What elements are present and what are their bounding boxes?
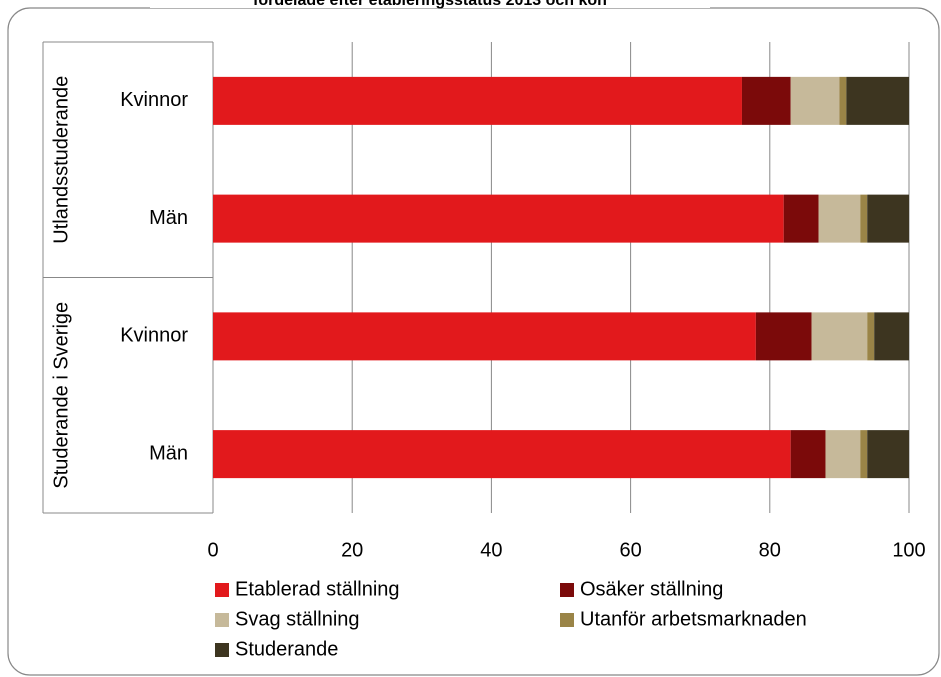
- legend-label: Osäker ställning: [580, 578, 723, 600]
- legend-label: Svag ställning: [235, 608, 360, 630]
- x-tick-label: 60: [619, 539, 641, 561]
- legend-swatch: [215, 583, 229, 597]
- x-tick-label: 100: [892, 539, 925, 561]
- bar-segment: [867, 312, 875, 361]
- legend-label: Utanför arbetsmarknaden: [580, 608, 807, 630]
- bar-segment: [867, 430, 909, 479]
- bar-segment: [790, 76, 840, 125]
- legend-label: Etablerad ställning: [235, 578, 400, 600]
- legend-label: Studerande: [235, 638, 338, 660]
- bar-segment: [213, 194, 784, 243]
- chart-title: fördelade efter etableringsstatus 2013 o…: [253, 0, 607, 9]
- bar-segment: [860, 430, 868, 479]
- y-tick-label: Kvinnor: [120, 89, 188, 111]
- bar-segment: [783, 194, 819, 243]
- bar-segment: [213, 312, 756, 361]
- x-tick-label: 0: [207, 539, 218, 561]
- bar-segment: [213, 76, 742, 125]
- bar-segment: [818, 194, 861, 243]
- bar-segment: [755, 312, 812, 361]
- legend-swatch: [215, 613, 229, 627]
- y-tick-label: Män: [149, 207, 188, 229]
- legend-swatch: [560, 613, 574, 627]
- bar-segment: [867, 194, 909, 243]
- legend-swatch: [560, 583, 574, 597]
- bar-segment: [213, 430, 791, 479]
- x-tick-label: 80: [759, 539, 781, 561]
- x-tick-label: 20: [341, 539, 363, 561]
- group-label: Studerande i Sverige: [50, 302, 72, 489]
- bar-segment: [811, 312, 868, 361]
- y-tick-label: Män: [149, 442, 188, 464]
- bar-segment: [790, 430, 826, 479]
- bar-segment: [741, 76, 791, 125]
- y-tick-label: Kvinnor: [120, 325, 188, 347]
- legend-swatch: [215, 643, 229, 657]
- bar-segment: [874, 312, 909, 361]
- bar-segment: [839, 76, 847, 125]
- x-tick-label: 40: [480, 539, 502, 561]
- bar-segment: [825, 430, 861, 479]
- title-backdrop: [150, 0, 710, 8]
- bar-segment: [860, 194, 868, 243]
- group-label: Utlandsstuderande: [50, 76, 72, 244]
- bar-segment: [846, 76, 909, 125]
